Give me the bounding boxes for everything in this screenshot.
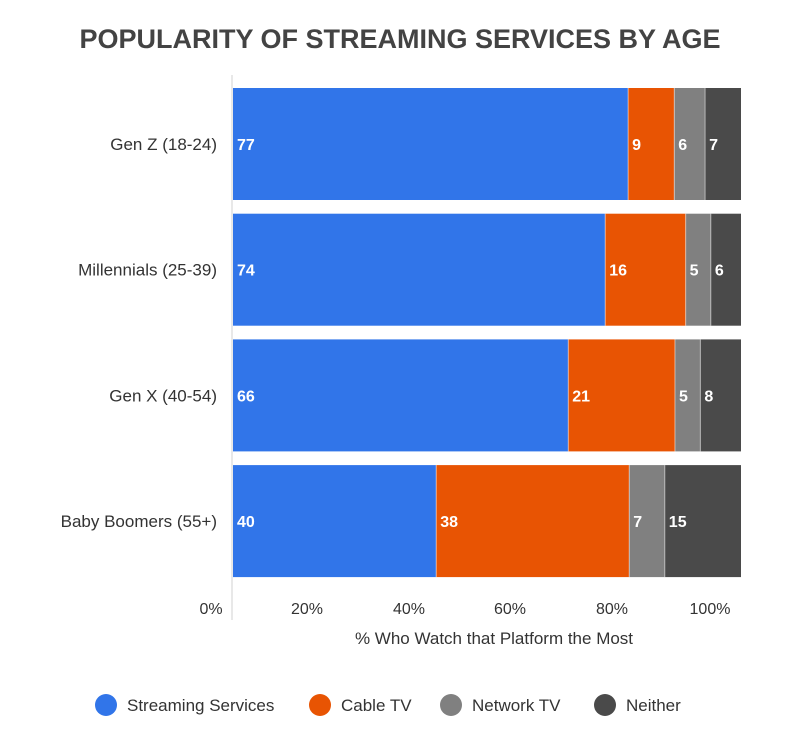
- x-tick-label-0pct: 0%: [199, 601, 222, 618]
- legend-swatch-network-tv: [440, 694, 462, 716]
- x-tick-label-100pct: 100%: [690, 601, 731, 618]
- bar-network-tv-millennials-25-39: [685, 213, 711, 326]
- category-label-gen-z-18-24: Gen Z (18-24): [110, 135, 217, 154]
- legend-swatch-neither: [594, 694, 616, 716]
- data-label-cable-tv-millennials-25-39: 16: [609, 263, 627, 280]
- data-label-cable-tv-gen-x-40-54: 21: [572, 388, 590, 405]
- bar-streaming-services-baby-boomers-55: [233, 465, 437, 578]
- bar-neither-gen-z-18-24: [705, 88, 741, 200]
- bar-neither-millennials-25-39: [710, 213, 741, 326]
- legend: Streaming Services Cable TV Network TV Neit…: [95, 694, 681, 716]
- bar-cable-tv-gen-z-18-24: [628, 88, 675, 200]
- bar-network-tv-gen-x-40-54: [674, 339, 701, 452]
- legend-label-network-tv: Network TV: [472, 696, 561, 715]
- data-label-network-tv-gen-z-18-24: 6: [678, 137, 687, 154]
- x-axis-ticks: 0% 20% 40% 60% 80% 100%: [199, 601, 730, 618]
- category-label-baby-boomers-55: Baby Boomers (55+): [61, 512, 217, 531]
- legend-swatch-cable-tv: [309, 694, 331, 716]
- chart-title: POPULARITY OF STREAMING SERVICES BY AGE: [79, 24, 720, 54]
- bar-network-tv-baby-boomers-55: [629, 465, 665, 578]
- category-label-gen-x-40-54: Gen X (40-54): [109, 386, 217, 405]
- x-tick-label-40pct: 40%: [393, 601, 425, 618]
- data-label-neither-baby-boomers-55: 15: [669, 514, 687, 531]
- data-label-cable-tv-gen-z-18-24: 9: [632, 137, 641, 154]
- bar-streaming-services-gen-z-18-24: [233, 88, 629, 200]
- legend-label-streaming-services: Streaming Services: [127, 696, 274, 715]
- bar-neither-baby-boomers-55: [664, 465, 741, 578]
- bar-network-tv-gen-z-18-24: [674, 88, 706, 200]
- data-label-neither-millennials-25-39: 6: [715, 263, 724, 280]
- data-label-streaming-services-gen-z-18-24: 77: [237, 137, 255, 154]
- bar-cable-tv-gen-x-40-54: [568, 339, 675, 452]
- x-tick-label-80pct: 80%: [596, 601, 628, 618]
- category-label-millennials-25-39: Millennials (25-39): [78, 261, 217, 280]
- legend-label-cable-tv: Cable TV: [341, 696, 412, 715]
- x-axis-title: % Who Watch that Platform the Most: [355, 629, 633, 648]
- data-label-cable-tv-baby-boomers-55: 38: [440, 514, 458, 531]
- data-label-streaming-services-gen-x-40-54: 66: [237, 388, 255, 405]
- category-labels: Gen Z (18-24) Millennials (25-39) Gen X (4…: [61, 135, 217, 531]
- bar-streaming-services-millennials-25-39: [233, 213, 606, 326]
- bar-cable-tv-baby-boomers-55: [436, 465, 630, 578]
- data-label-streaming-services-millennials-25-39: 74: [237, 263, 255, 280]
- data-label-network-tv-baby-boomers-55: 7: [633, 514, 642, 531]
- legend-label-neither: Neither: [626, 696, 681, 715]
- data-label-neither-gen-z-18-24: 7: [709, 137, 718, 154]
- bar-streaming-services-gen-x-40-54: [233, 339, 569, 452]
- data-label-network-tv-gen-x-40-54: 5: [679, 388, 688, 405]
- bar-cable-tv-millennials-25-39: [605, 213, 686, 326]
- data-label-streaming-services-baby-boomers-55: 40: [237, 514, 255, 531]
- data-label-network-tv-millennials-25-39: 5: [690, 263, 699, 280]
- bar-neither-gen-x-40-54: [700, 339, 741, 452]
- x-tick-label-20pct: 20%: [291, 601, 323, 618]
- plot-area: 77 9 6 774 16 5 666 21 5 840 38 7 15: [233, 88, 741, 578]
- legend-swatch-streaming-services: [95, 694, 117, 716]
- data-label-neither-gen-x-40-54: 8: [704, 388, 713, 405]
- x-tick-label-60pct: 60%: [494, 601, 526, 618]
